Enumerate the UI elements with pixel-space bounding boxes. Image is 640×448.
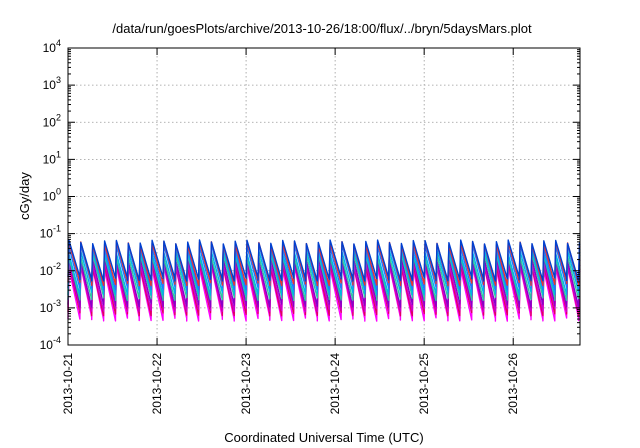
series-line (67, 239, 581, 282)
y-tick-labels: 10-4 10-3 10-2 10-1 100 101 102 103 104 (40, 38, 61, 352)
y-tick-label: 103 (43, 75, 61, 92)
y-tick-label: 100 (43, 187, 61, 204)
y-tick-label: 10-3 (40, 298, 61, 315)
chart-title: /data/run/goesPlots/archive/2013-10-26/1… (112, 21, 532, 36)
x-axis-label: Coordinated Universal Time (UTC) (224, 430, 423, 445)
x-tick-labels: 2013-10-21 2013-10-22 2013-10-23 2013-10-24… (61, 353, 520, 415)
y-tick-label: 10-4 (40, 335, 61, 352)
x-tick-label: 2013-10-21 (61, 353, 75, 415)
x-tick-label: 2013-10-24 (328, 353, 342, 415)
ticks (67, 47, 580, 346)
x-tick-label: 2013-10-25 (417, 353, 431, 415)
x-tick-label: 2013-10-22 (150, 353, 164, 415)
y-tick-label: 101 (43, 149, 61, 166)
x-tick-label: 2013-10-26 (506, 353, 520, 415)
x-tick-label: 2013-10-23 (239, 353, 253, 415)
series-line (67, 240, 581, 287)
y-tick-label: 10-2 (40, 261, 61, 278)
y-axis-label: cGy/day (17, 172, 32, 220)
y-tick-label: 102 (43, 112, 61, 129)
y-tick-label: 10-1 (40, 224, 61, 241)
y-tick-label: 104 (43, 38, 61, 55)
series-layer (67, 239, 581, 322)
